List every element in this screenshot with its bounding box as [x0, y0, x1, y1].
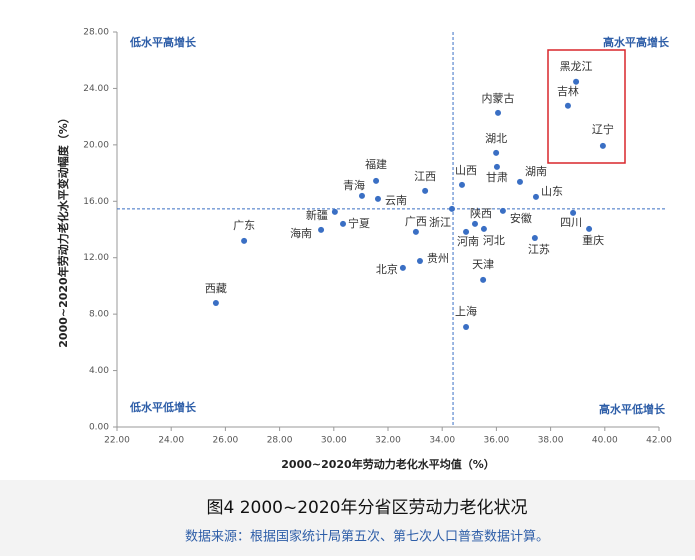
point-label: 贵州: [427, 252, 449, 265]
point: [471, 220, 478, 227]
x-tick-label: 30.00: [321, 436, 347, 446]
point-label: 江西: [414, 170, 436, 183]
point: [458, 181, 465, 188]
x-tick-label: 42.00: [646, 436, 672, 446]
x-tick-label: 34.00: [429, 436, 455, 446]
point-label: 甘肃: [486, 171, 508, 184]
point-label: 内蒙古: [482, 91, 515, 105]
point: [416, 257, 423, 264]
y-tick-label: 4.00: [89, 366, 109, 376]
point-label: 湖南: [525, 165, 547, 178]
point: [212, 299, 219, 306]
point-label: 河南: [457, 235, 479, 248]
point: [331, 208, 338, 215]
point: [399, 264, 406, 271]
point: [531, 234, 538, 241]
y-tick-label: 12.00: [83, 253, 109, 263]
point-label: 北京: [376, 262, 398, 276]
point-label: 黑龙江: [560, 60, 593, 73]
y-tick-label: 0.00: [89, 423, 109, 433]
point-label: 浙江: [429, 216, 451, 229]
x-tick-label: 24.00: [158, 436, 184, 446]
point: [495, 109, 502, 116]
point-label: 四川: [560, 216, 582, 229]
point: [599, 142, 606, 149]
point: [463, 323, 470, 330]
point-label: 山东: [541, 185, 563, 198]
y-tick-label: 16.00: [83, 197, 109, 207]
point: [480, 225, 487, 232]
point-label: 上海: [455, 304, 477, 318]
point: [493, 163, 500, 170]
point-label: 重庆: [582, 233, 604, 247]
point: [532, 193, 539, 200]
y-tick-label: 28.00: [83, 28, 109, 38]
y-axis-title: 2000~2020年劳动力老化水平变动幅度（%）: [56, 112, 70, 347]
point: [374, 195, 381, 202]
point: [586, 225, 593, 232]
point-label: 广东: [233, 219, 255, 232]
point-label: 山西: [455, 164, 477, 177]
point-label: 辽宁: [592, 122, 614, 136]
point: [463, 228, 470, 235]
point: [516, 178, 523, 185]
x-tick-label: 28.00: [267, 436, 293, 446]
source: 数据来源：根据国家统计局第五次、第七次人口普查数据计算。: [185, 529, 549, 545]
x-tick-label: 40.00: [592, 436, 618, 446]
point-label: 湖北: [485, 132, 507, 145]
point: [493, 149, 500, 156]
point: [241, 237, 248, 244]
point-label: 广西: [405, 215, 427, 228]
x-tick-label: 32.00: [375, 436, 401, 446]
x-tick-label: 38.00: [538, 436, 564, 446]
point: [448, 205, 455, 212]
point-label: 云南: [385, 194, 407, 207]
point: [422, 187, 429, 194]
point: [570, 209, 577, 216]
point-label: 海南: [290, 226, 312, 240]
point: [340, 220, 347, 227]
point-label: 青海: [343, 178, 365, 192]
x-tick-label: 22.00: [104, 436, 130, 446]
x-axis-title: 2000~2020年劳动力老化水平均值（%）: [281, 457, 494, 471]
point: [480, 276, 487, 283]
point: [373, 177, 380, 184]
point-label: 天津: [472, 258, 494, 271]
point: [564, 102, 571, 109]
point-label: 新疆: [306, 208, 328, 222]
quadrant-label: 高水平高增长: [603, 35, 670, 49]
x-tick-label: 36.00: [484, 436, 510, 446]
point: [358, 192, 365, 199]
point-label: 河北: [483, 234, 505, 247]
point-label: 陕西: [470, 206, 492, 220]
point: [573, 78, 580, 85]
point: [499, 207, 506, 214]
background-band: [0, 480, 695, 556]
y-tick-label: 20.00: [83, 140, 109, 150]
point: [412, 228, 419, 235]
point-label: 宁夏: [348, 216, 370, 230]
caption: 图4 2000~2020年分省区劳动力老化状况: [207, 498, 528, 518]
point-label: 江苏: [528, 243, 550, 256]
point-label: 安徽: [510, 211, 532, 225]
point-label: 福建: [365, 157, 387, 171]
y-tick-label: 24.00: [83, 84, 109, 94]
quadrant-label: 低水平低增长: [129, 400, 197, 414]
point: [318, 226, 325, 233]
point-label: 吉林: [557, 84, 579, 98]
quadrant-label: 低水平高增长: [129, 35, 197, 49]
quadrant-label: 高水平低增长: [599, 402, 666, 416]
point-label: 西藏: [205, 282, 227, 295]
highlight-box: [547, 49, 626, 164]
y-tick-label: 8.00: [89, 310, 109, 320]
x-tick-label: 26.00: [213, 436, 239, 446]
